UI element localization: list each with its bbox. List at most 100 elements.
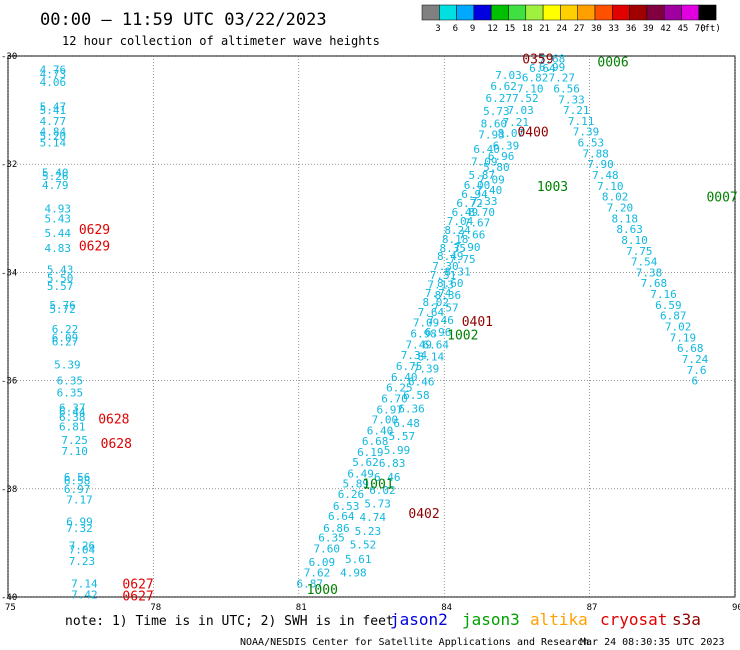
wave-height-value: 6.35 bbox=[57, 375, 83, 388]
colorbar-unit: (ft) bbox=[699, 24, 721, 34]
wave-height-value: 6.99 bbox=[66, 515, 93, 528]
wave-height-value: 7.75 bbox=[626, 245, 653, 258]
wave-height-value: 7.34 bbox=[401, 349, 428, 362]
wave-height-value: 7.67 bbox=[464, 217, 491, 230]
wave-height-value: 7.24 bbox=[682, 353, 709, 366]
pass-time-label: 0007 bbox=[706, 191, 737, 206]
wave-height-value: 7.02 bbox=[665, 321, 692, 334]
wave-height-value: 7.90 bbox=[587, 158, 614, 171]
wave-height-value: 7.26 bbox=[69, 540, 96, 553]
colorbar-label: 33 bbox=[608, 24, 619, 34]
wave-height-value: 7.52 bbox=[512, 92, 539, 105]
legend-item: s3a bbox=[672, 610, 701, 629]
wave-height-value: 5.73 bbox=[483, 105, 510, 118]
wave-height-value: 6.44 bbox=[59, 405, 86, 418]
wave-height-value: 6.86 bbox=[323, 522, 350, 535]
wave-height-value: 6.87 bbox=[296, 577, 323, 590]
wave-height-value: 7.42 bbox=[71, 588, 98, 601]
wave-height-value: 7.09 bbox=[478, 173, 505, 186]
chart-subtitle: 12 hour collection of altimeter wave hei… bbox=[62, 34, 380, 48]
wave-height-value: 7.33 bbox=[471, 195, 498, 208]
colorbar-swatch bbox=[508, 4, 527, 21]
wave-height-value: 7.13 bbox=[427, 278, 454, 291]
plot-area: 757881848790-30-32-34-36-38-404.764.734.… bbox=[1, 52, 740, 613]
wave-height-value: 6.58 bbox=[403, 389, 430, 402]
wave-height-value: 8.49 bbox=[437, 250, 464, 263]
wave-height-value: 6.81 bbox=[59, 421, 86, 434]
pass-time-label: 0628 bbox=[98, 412, 129, 427]
colorbar: 3 6 9 12 15 18 21 24 27 30 33 36 39 42 45 70(ft) bbox=[421, 4, 721, 34]
wave-height-value: 6.64 bbox=[423, 338, 450, 351]
wave-height-value: 6.97 bbox=[376, 403, 403, 416]
wave-height-value: 5.23 bbox=[355, 525, 382, 538]
wave-height-value: 8.36 bbox=[435, 289, 462, 302]
wave-height-value: 8.24 bbox=[444, 224, 471, 237]
pass-time-label: 0629 bbox=[79, 223, 110, 238]
wave-height-value: 6.38 bbox=[59, 411, 86, 424]
wave-height-value: 7.46 bbox=[427, 314, 454, 327]
colorbar-label: 42 bbox=[660, 24, 671, 34]
wave-height-value: 8.60 bbox=[437, 277, 464, 290]
wave-height-value: 5.80 bbox=[483, 161, 510, 174]
wave-height-value: 5.52 bbox=[350, 539, 377, 552]
y-tick-label: -38 bbox=[1, 485, 17, 495]
wave-height-value: 4.77 bbox=[40, 115, 66, 128]
wave-height-value: 6.09 bbox=[52, 331, 78, 344]
wave-height-value: 6.64 bbox=[529, 62, 556, 75]
wave-height-value: 6.75 bbox=[396, 360, 423, 373]
wave-height-value: 6.64 bbox=[328, 510, 355, 523]
colorbar-label: 15 bbox=[505, 24, 516, 34]
wave-height-value: 7.19 bbox=[670, 331, 697, 344]
wave-height-value: 5.72 bbox=[49, 303, 76, 316]
legend-item: jason3 bbox=[462, 610, 520, 629]
wave-height-value: 6.99 bbox=[539, 61, 566, 74]
pass-time-label: 0359 bbox=[522, 53, 553, 68]
wave-height-value: 5.47 bbox=[40, 100, 66, 113]
footer-credit: NOAA/NESDIS Center for Satellite Applica… bbox=[240, 637, 589, 648]
wave-height-value: 7.68 bbox=[539, 53, 566, 66]
colorbar-swatch bbox=[439, 4, 457, 21]
wave-height-value: 6.02 bbox=[369, 484, 396, 497]
wave-height-value: 6.19 bbox=[357, 446, 384, 459]
wave-height-value: 7.25 bbox=[61, 434, 88, 447]
wave-height-value: 7.14 bbox=[71, 577, 98, 590]
pass-time-label: 1000 bbox=[307, 583, 338, 598]
colorbar-swatch bbox=[698, 4, 717, 21]
wave-height-value: 7.23 bbox=[69, 555, 96, 568]
wave-height-value: 6.59 bbox=[655, 299, 682, 312]
wave-height-value: 6.46 bbox=[408, 376, 435, 389]
wave-height-value: 6.82 bbox=[522, 72, 549, 85]
wave-height-value: 7.88 bbox=[582, 147, 609, 160]
wave-height-value: 5.62 bbox=[352, 456, 379, 469]
satellite-legend: jason2 jason3 altika cryosat s3a bbox=[390, 610, 701, 629]
chart-title: 00:00 – 11:59 UTC 03/22/2023 bbox=[40, 10, 327, 30]
colorbar-swatch bbox=[594, 4, 613, 21]
wave-height-value: 6.53 bbox=[333, 500, 360, 513]
wave-height-value: 5.39 bbox=[54, 358, 81, 371]
y-tick-label: -36 bbox=[1, 377, 17, 387]
wave-height-value: 6.46 bbox=[374, 471, 401, 484]
colorbar-swatch bbox=[646, 4, 665, 21]
wave-height-value: 6.37 bbox=[59, 402, 86, 415]
x-tick-label: 84 bbox=[441, 603, 452, 613]
wave-height-value: 6.68 bbox=[362, 435, 389, 448]
wave-height-value: 6.70 bbox=[381, 392, 408, 405]
wave-height-value: 7.30 bbox=[432, 260, 459, 273]
colorbar-label: 24 bbox=[556, 24, 567, 34]
wave-height-value: 6.53 bbox=[578, 137, 605, 150]
wave-height-value: 5.50 bbox=[47, 272, 74, 285]
colorbar-swatch bbox=[473, 4, 492, 21]
wave-height-value: 5.41 bbox=[40, 104, 66, 117]
legend-item: cryosat bbox=[600, 610, 667, 629]
wave-height-value: 8.31 bbox=[444, 265, 471, 278]
wave-height-value: 7.09 bbox=[413, 317, 440, 330]
wave-height-value: 6.68 bbox=[677, 342, 704, 355]
wave-height-value: 7.62 bbox=[304, 567, 331, 580]
colorbar-label: 27 bbox=[574, 24, 585, 34]
colorbar-swatch bbox=[663, 4, 682, 21]
wave-height-value: 6.96 bbox=[425, 326, 452, 339]
wave-height-value: 8.02 bbox=[423, 296, 450, 309]
wave-height-value: 8.14 bbox=[418, 350, 445, 363]
pass-time-label: 0006 bbox=[597, 55, 628, 70]
x-tick-label: 75 bbox=[5, 603, 16, 613]
